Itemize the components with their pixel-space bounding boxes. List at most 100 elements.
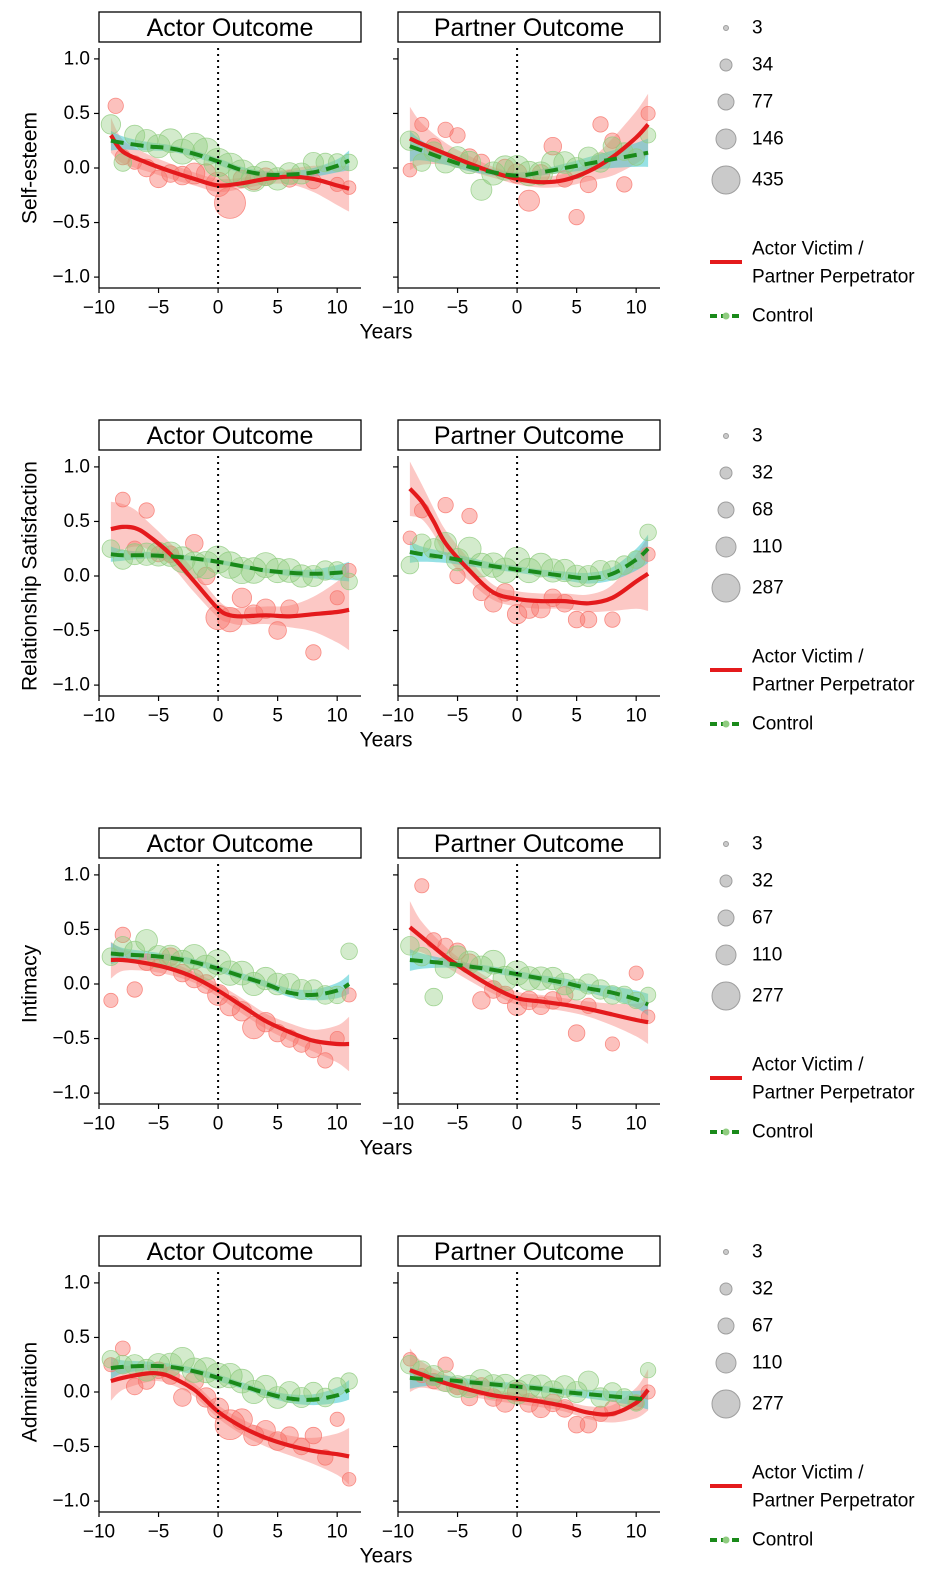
- x-tick-label: −5: [148, 1114, 170, 1135]
- victim-data-point: [604, 611, 621, 628]
- victim-confidence-band: [110, 941, 350, 1072]
- plot-area: [400, 461, 657, 629]
- victim-data-point: [461, 507, 478, 525]
- size-legend-key: [719, 1282, 733, 1296]
- x-tick-label: 5: [272, 706, 283, 727]
- victim-data-point: [214, 186, 246, 219]
- victim-data-point: [449, 127, 466, 144]
- size-legend-label: 3: [752, 426, 763, 447]
- control-data-point: [302, 565, 325, 587]
- x-tick-label: 10: [626, 298, 647, 319]
- group-legend: Actor Victim / Partner Perpetrator Control: [710, 647, 915, 735]
- victim-data-point: [579, 175, 598, 194]
- size-legend: 3 32 67 110 277: [711, 834, 784, 1011]
- panel-partner-outcome: Partner Outcome −10 −5 0 5 10: [382, 419, 661, 727]
- size-legend: 3 32 67 110 277: [711, 1242, 784, 1419]
- facet-strip: [98, 419, 362, 451]
- plot-area: [101, 1340, 358, 1487]
- facet-strip: [397, 11, 661, 43]
- victim-data-point: [567, 1024, 586, 1042]
- victim-data-point: [449, 567, 466, 585]
- size-legend-label: 77: [752, 92, 773, 113]
- legend-victim-label: Partner Perpetrator: [752, 1491, 915, 1512]
- plot-area: [101, 491, 358, 661]
- x-tick-label: −5: [447, 1522, 469, 1543]
- victim-data-point: [196, 566, 216, 586]
- legend-control-point: [722, 720, 730, 728]
- panel-actor-outcome: Actor Outcome −1.0 −0.5 0.0 0.5 1.0 −10 −5 0 5 10: [52, 419, 362, 727]
- victim-data-point: [640, 106, 656, 122]
- y-tick-label: 0.0: [64, 158, 90, 179]
- facet-strip: [397, 827, 661, 859]
- control-confidence-band: [409, 949, 649, 1016]
- size-legend-key: [717, 501, 735, 519]
- y-axis-title: Admiration: [19, 1342, 42, 1442]
- victim-data-point: [138, 502, 155, 519]
- victim-data-point: [543, 136, 563, 156]
- x-axis-title: Years: [360, 1137, 413, 1160]
- y-tick-label: 0.5: [64, 919, 90, 940]
- x-tick-label: −10: [382, 706, 414, 727]
- y-tick-label: 0.0: [64, 974, 90, 995]
- control-trend-line: [409, 144, 649, 178]
- y-tick-label: −0.5: [52, 1028, 90, 1049]
- victim-data-point: [402, 530, 418, 546]
- size-legend-label: 110: [752, 1353, 782, 1374]
- legend-victim-label: Actor Victim /: [752, 239, 864, 260]
- control-data-point: [289, 564, 314, 588]
- plot-area: [400, 1348, 657, 1434]
- victim-data-point: [592, 116, 609, 133]
- size-legend-label: 277: [752, 986, 784, 1007]
- size-legend-key: [717, 93, 735, 111]
- size-legend-key: [719, 58, 733, 72]
- victim-confidence-band: [409, 461, 649, 613]
- x-tick-label: 0: [213, 298, 224, 319]
- size-legend-key: [711, 573, 741, 603]
- x-tick-label: 0: [213, 706, 224, 727]
- chart-row-intimacy: Intimacy Actor Outcome −1.0 −0.5 0.0 0.5 1.0 −1…: [19, 827, 915, 1160]
- y-tick-label: 0.5: [64, 1327, 90, 1348]
- size-legend-key: [723, 25, 729, 31]
- y-tick-label: −0.5: [52, 1436, 90, 1457]
- control-data-point: [541, 966, 565, 991]
- control-data-point: [639, 1362, 657, 1379]
- x-tick-label: 10: [327, 1114, 348, 1135]
- x-tick-label: −10: [83, 1522, 115, 1543]
- legend-control-point: [722, 312, 730, 320]
- group-legend: Actor Victim / Partner Perpetrator Control: [710, 1055, 915, 1143]
- panel-partner-outcome: Partner Outcome −10 −5 0 5 10: [382, 1235, 661, 1543]
- x-tick-label: 5: [272, 1114, 283, 1135]
- plot-area: [100, 97, 358, 219]
- legend-victim-label: Actor Victim /: [752, 1463, 864, 1484]
- size-legend-label: 277: [752, 1394, 784, 1415]
- control-trend-line: [110, 1363, 350, 1402]
- control-data-point: [614, 555, 635, 575]
- y-axis-title: Self-esteem: [19, 112, 42, 224]
- victim-trend-line: [408, 487, 650, 606]
- control-data-point: [340, 1372, 358, 1390]
- legend-victim-label: Partner Perpetrator: [752, 675, 915, 696]
- size-legend-key: [711, 165, 741, 195]
- victim-data-point: [414, 116, 430, 132]
- victim-data-point: [341, 1472, 357, 1487]
- panel-partner-outcome: Partner Outcome −10 −5 0 5 10: [382, 827, 661, 1135]
- facet-label: Actor Outcome: [147, 14, 314, 42]
- y-tick-label: −1.0: [52, 267, 90, 288]
- victim-data-point: [472, 991, 491, 1010]
- legend-control-label: Control: [752, 714, 813, 735]
- panel-partner-outcome: Partner Outcome −10 −5 0 5 10: [382, 11, 661, 319]
- y-tick-label: 1.0: [64, 48, 90, 69]
- victim-data-point: [268, 621, 287, 640]
- victim-data-point: [114, 926, 131, 944]
- control-confidence-band: [110, 130, 350, 179]
- victim-confidence-band: [110, 501, 350, 651]
- facet-label: Partner Outcome: [434, 830, 624, 858]
- chart-row-self-esteem: Self-esteem Actor Outcome −1.0 −0.5 0.0 0.5 1.…: [19, 11, 915, 344]
- victim-data-point: [329, 590, 345, 606]
- control-trend-line: [110, 552, 350, 576]
- size-legend: 3 34 77 146 435: [711, 18, 784, 195]
- x-tick-label: 0: [512, 1522, 523, 1543]
- victim-trend-line: [408, 122, 650, 185]
- size-legend-label: 110: [752, 945, 782, 966]
- group-legend: Actor Victim / Partner Perpetrator Control: [710, 239, 915, 327]
